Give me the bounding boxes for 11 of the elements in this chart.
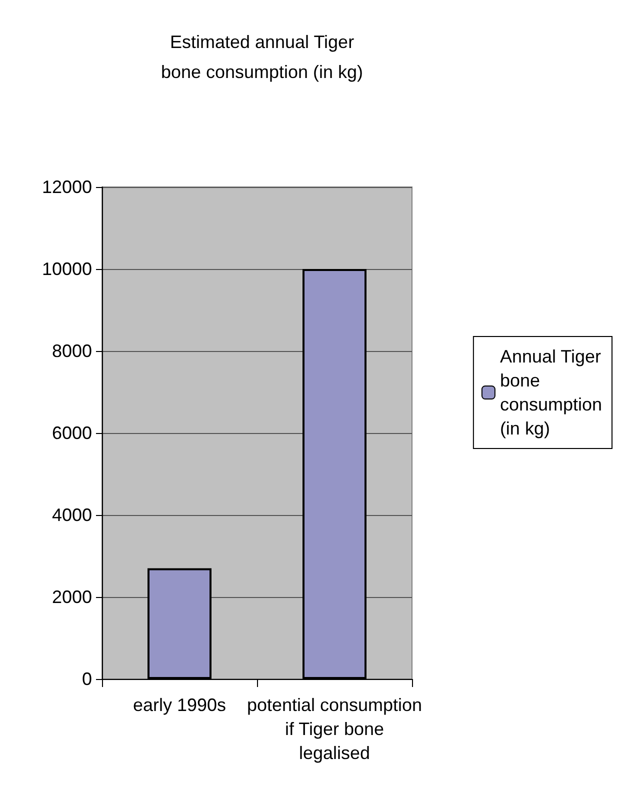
legend-label: Annual Tiger bone consumption (in kg) bbox=[500, 346, 602, 438]
y-tick-label: 8000 bbox=[52, 341, 92, 361]
x-tick-label: potential consumption if Tiger bone legalised bbox=[246, 695, 422, 763]
y-tick-label: 0 bbox=[82, 669, 92, 689]
y-tick-label: 10000 bbox=[42, 259, 92, 279]
x-tick-label: early 1990s bbox=[132, 695, 226, 715]
y-tick-label: 6000 bbox=[52, 423, 92, 443]
y-tick-label: 2000 bbox=[52, 587, 92, 607]
chart-title: Estimated annual Tiger bone consumption (in kg) bbox=[160, 32, 364, 82]
y-tick-label: 12000 bbox=[42, 177, 92, 197]
y-tick-label: 4000 bbox=[52, 505, 92, 525]
